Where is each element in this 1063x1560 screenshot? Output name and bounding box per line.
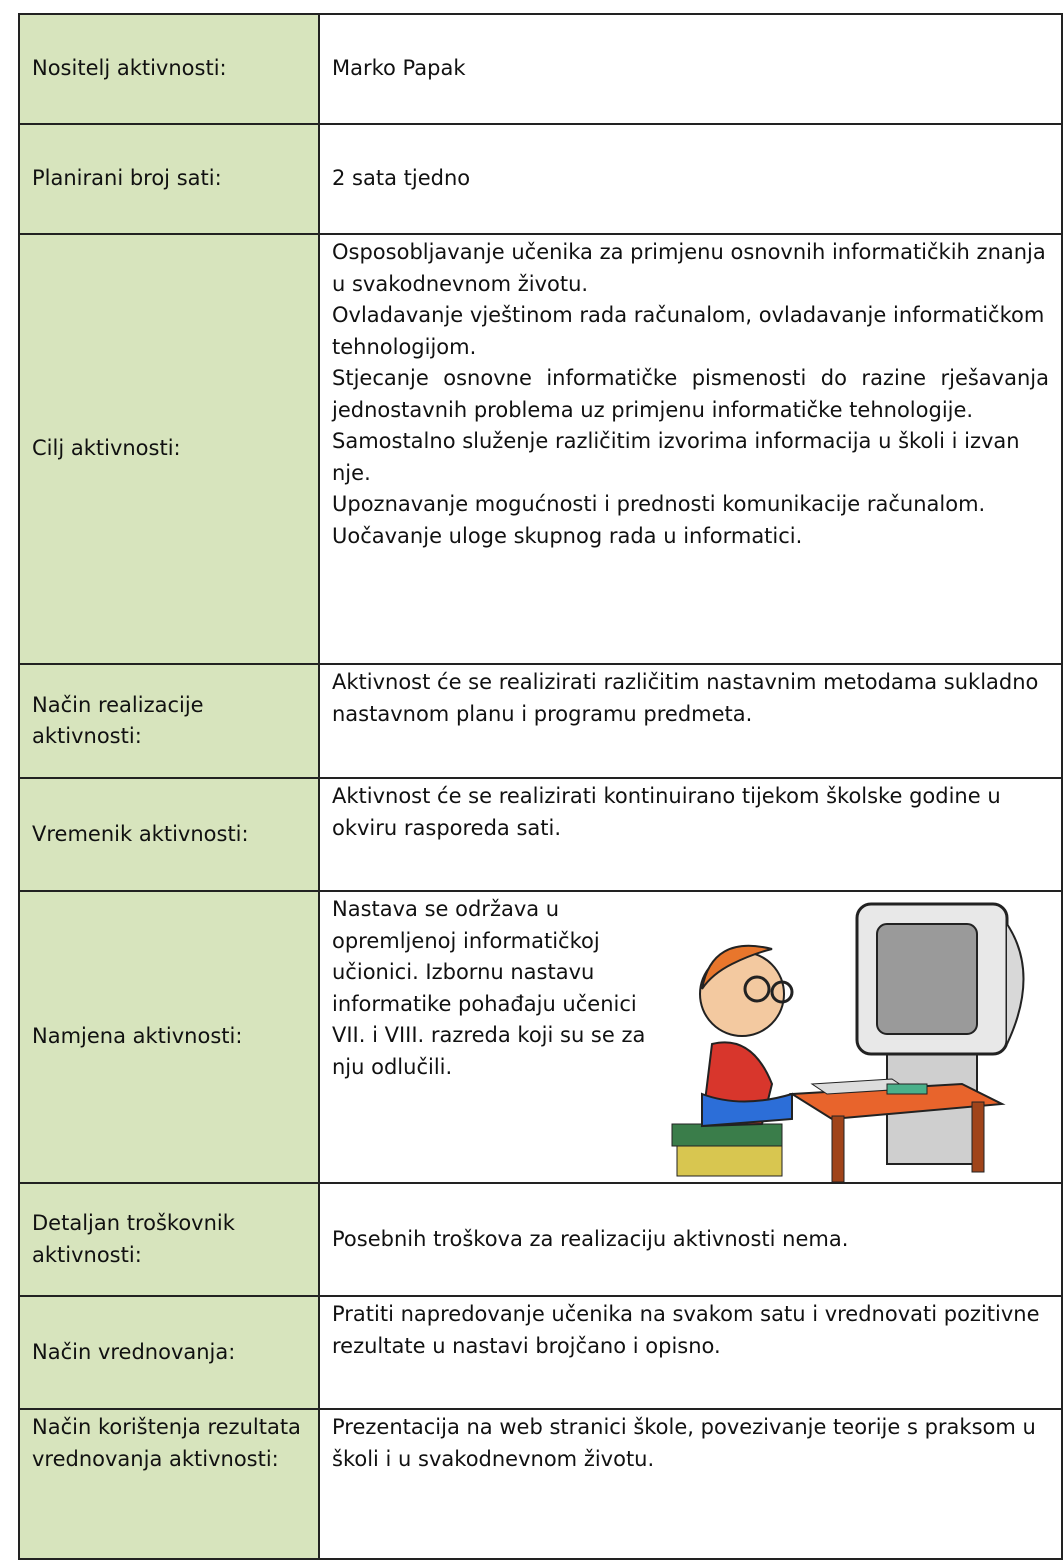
label-cell: Vremenik aktivnosti: (18, 777, 320, 892)
value-cell: Marko Papak (318, 13, 1063, 125)
value-cell: Aktivnost će se realizirati kontinuirano… (318, 777, 1063, 892)
row: Namjena aktivnosti: Nastava se održava u… (18, 890, 1063, 1184)
goal: Samostalno služenje različitim izvorima … (332, 429, 1020, 485)
activity-table: Nositelj aktivnosti: Marko Papak Planiran… (18, 13, 1063, 1560)
value-cell: Pratiti napredovanje učenika na svakom s… (318, 1295, 1063, 1410)
label-cell: Cilj aktivnosti: (18, 233, 320, 665)
label-cell: Nositelj aktivnosti: (18, 13, 320, 125)
row: Detaljan troškovnik aktivnosti: Posebnih … (18, 1182, 1063, 1297)
label-cell: Način realizacije aktivnosti: (18, 663, 320, 779)
row: Vremenik aktivnosti: Aktivnost će se real… (18, 777, 1063, 892)
goal: Osposobljavanje učenika za primjenu osno… (332, 240, 1046, 296)
row: Način korištenja rezultata vrednovanja a… (18, 1408, 1063, 1560)
label-cell: Način korištenja rezultata vrednovanja a… (18, 1408, 320, 1560)
label-cell: Način vrednovanja: (18, 1295, 320, 1410)
value-cell: Osposobljavanje učenika za primjenu osno… (318, 233, 1063, 665)
label-cell: Detaljan troškovnik aktivnosti: (18, 1182, 320, 1297)
value-cell: 2 sata tjedno (318, 123, 1063, 235)
goal: Uočavanje uloge skupnog rada u informati… (332, 523, 803, 548)
value-cell: Prezentacija na web stranici škole, pove… (318, 1408, 1063, 1560)
row: Planirani broj sati: 2 sata tjedno (18, 123, 1063, 235)
computer-clipart (671, 902, 1025, 1182)
value-cell: Aktivnost će se realizirati različitim n… (318, 663, 1063, 779)
purpose-text: Nastava se održava u opremljenoj informa… (332, 897, 646, 1079)
row: Način realizacije aktivnosti: Aktivnost ć… (18, 663, 1063, 779)
label-cell: Namjena aktivnosti: (18, 890, 320, 1184)
value-cell: Nastava se održava u opremljenoj informa… (318, 890, 1063, 1184)
row: Način vrednovanja: Pratiti napredovanje u… (18, 1295, 1063, 1410)
goal: Upoznavanje mogućnosti i prednosti komun… (332, 492, 986, 516)
label-cell: Planirani broj sati: (18, 123, 320, 235)
row: Nositelj aktivnosti: Marko Papak (18, 13, 1063, 125)
goal: Ovladavanje vještinom rada računalom, ov… (332, 303, 1045, 359)
value-cell: Posebnih troškova za realizaciju aktivno… (318, 1182, 1063, 1297)
goal: Stjecanje osnovne informatičke pismenost… (332, 366, 1049, 422)
purpose: Nastava se održava u opremljenoj informa… (332, 894, 1049, 1182)
row: Cilj aktivnosti: Osposobljavanje učenika… (18, 233, 1063, 665)
